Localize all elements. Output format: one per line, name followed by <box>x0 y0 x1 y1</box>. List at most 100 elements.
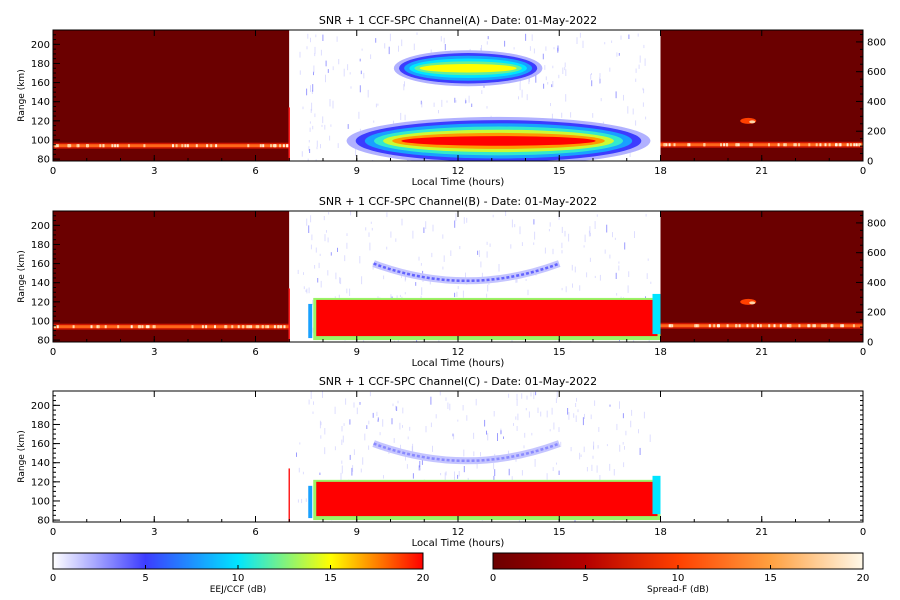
noise-speck <box>546 410 548 418</box>
noise-speck <box>334 446 336 451</box>
noise-speck <box>504 40 506 47</box>
noise-speck <box>606 444 608 447</box>
spread-f-hotspot <box>859 143 862 147</box>
noise-speck <box>298 467 300 473</box>
colorbar-tick-label: 15 <box>324 573 337 584</box>
noise-speck <box>332 66 334 71</box>
noise-speck <box>315 34 317 38</box>
panel-2: SNR + 1 CCF-SPC Channel(C) - Date: 01-Ma… <box>17 375 866 549</box>
noise-speck <box>375 103 377 108</box>
noise-speck <box>484 419 486 427</box>
spread-f-hotspot <box>668 143 671 147</box>
noise-speck <box>308 287 310 294</box>
noise-speck <box>630 420 632 428</box>
noise-speck <box>510 244 512 249</box>
noise-speck <box>400 444 401 452</box>
noise-speck <box>526 395 528 400</box>
noise-speck <box>613 469 615 476</box>
colorbar-tick-label: 0 <box>50 573 56 584</box>
noise-speck <box>388 46 390 55</box>
colorbar-label: Spread-F (dB) <box>647 585 709 595</box>
night-background-left <box>53 391 290 522</box>
noise-speck <box>558 470 560 475</box>
noise-speck <box>584 234 586 243</box>
spread-f-hotspot <box>215 144 218 148</box>
noise-speck <box>393 438 395 443</box>
noise-speck <box>632 108 634 115</box>
spread-f-hotspot <box>665 143 668 147</box>
spread-f-hotspot <box>738 324 741 328</box>
noise-speck <box>551 407 553 415</box>
noise-speck <box>390 294 392 301</box>
echo-contour <box>401 136 596 146</box>
noise-speck <box>542 53 544 60</box>
spread-f-hotspot <box>255 325 258 329</box>
noise-speck <box>463 449 465 457</box>
noise-speck <box>459 246 461 250</box>
noise-speck <box>517 413 519 421</box>
noise-speck <box>299 51 301 58</box>
noise-speck <box>623 462 625 468</box>
colorbar-label: EEJ/CCF (dB) <box>210 585 267 595</box>
y2-tick-label: 200 <box>867 127 886 138</box>
noise-speck <box>303 272 304 275</box>
spread-f-hotspot <box>839 143 842 147</box>
y-axis-label: Range (km) <box>17 69 27 121</box>
noise-speck <box>561 242 563 249</box>
noise-speck <box>356 407 358 415</box>
noise-speck <box>395 238 397 242</box>
spread-f-band <box>53 144 290 148</box>
noise-speck <box>477 250 479 255</box>
noise-speck <box>401 218 403 226</box>
noise-speck <box>421 459 423 465</box>
spread-f-hotspot <box>172 144 174 148</box>
y2-tick-label: 600 <box>867 67 886 78</box>
spread-f-hotspot <box>231 325 234 329</box>
noise-speck <box>643 411 645 419</box>
noise-speck <box>635 78 637 82</box>
noise-speck <box>486 251 488 258</box>
noise-speck <box>503 436 504 439</box>
noise-speck <box>558 74 560 79</box>
noise-speck <box>497 433 498 441</box>
x-tick-label: 9 <box>354 166 360 177</box>
noise-speck <box>528 411 530 418</box>
noise-speck <box>642 102 644 107</box>
noise-speck <box>400 112 402 120</box>
valley-echo-arc <box>373 442 560 463</box>
noise-speck <box>306 88 308 96</box>
noise-speck <box>612 232 613 238</box>
noise-speck <box>327 69 329 73</box>
noise-speck <box>376 411 378 416</box>
y2-tick-label: 0 <box>867 338 873 349</box>
spread-f-hotspot <box>280 325 282 329</box>
noise-speck <box>399 294 401 298</box>
noise-speck <box>552 248 554 255</box>
y2-tick-label: 0 <box>867 157 873 168</box>
noise-speck <box>579 285 581 291</box>
noise-speck <box>305 498 307 502</box>
spread-f-hotspot <box>259 144 262 148</box>
noise-speck <box>377 296 379 299</box>
spread-f-hotspot <box>96 325 99 329</box>
spread-f-hotspot <box>265 325 268 329</box>
noise-speck <box>606 224 608 233</box>
x-tick-label: 6 <box>252 527 258 538</box>
noise-speck <box>316 140 318 147</box>
noise-speck <box>412 443 414 452</box>
noise-speck <box>584 413 585 419</box>
noise-speck <box>343 160 344 161</box>
colorbar-tick-label: 10 <box>232 573 245 584</box>
valley-echo-arc <box>373 262 560 283</box>
noise-speck <box>609 254 611 259</box>
noise-speck <box>462 405 464 411</box>
noise-speck <box>308 146 310 151</box>
noise-speck <box>312 125 314 130</box>
noise-speck <box>551 84 553 88</box>
noise-speck <box>377 103 379 106</box>
noise-speck <box>352 465 354 472</box>
noise-speck <box>478 250 480 257</box>
noise-speck <box>570 447 572 452</box>
noise-speck <box>350 211 352 216</box>
noise-speck <box>516 426 518 431</box>
